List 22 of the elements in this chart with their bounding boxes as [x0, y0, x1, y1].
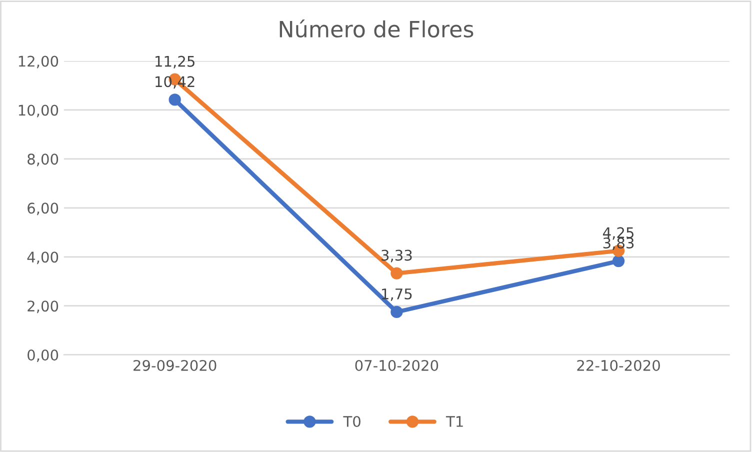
- x-tick-label: 29-09-2020: [134, 360, 216, 371]
- data-label: 3,83: [603, 237, 634, 250]
- y-tick-label: 6,00: [28, 202, 58, 216]
- data-label: 3,33: [382, 250, 412, 262]
- point: [390, 267, 403, 280]
- x-tick-label: 07-10-2020: [355, 360, 438, 371]
- point: [168, 94, 181, 106]
- point: [390, 306, 403, 318]
- point: [612, 254, 625, 268]
- y-tick-label: 10,00: [18, 104, 58, 118]
- y-tick-label: 4,00: [27, 252, 58, 264]
- data-label: 4,25: [603, 227, 634, 240]
- chart-title: Número de Flores: [280, 19, 474, 38]
- y-tick-label: 12,00: [18, 56, 58, 68]
- legend-label: T0: [343, 416, 360, 428]
- x-tick-label: 22-10-2020: [577, 360, 660, 371]
- legend-label: T1: [446, 416, 463, 427]
- y-tick-label: 8,00: [28, 154, 58, 166]
- data-label: 1,75: [382, 288, 412, 301]
- y-tick-label: 0,00: [28, 350, 58, 362]
- data-label: 11,25: [156, 56, 194, 68]
- y-tick-label: 2,00: [28, 300, 58, 314]
